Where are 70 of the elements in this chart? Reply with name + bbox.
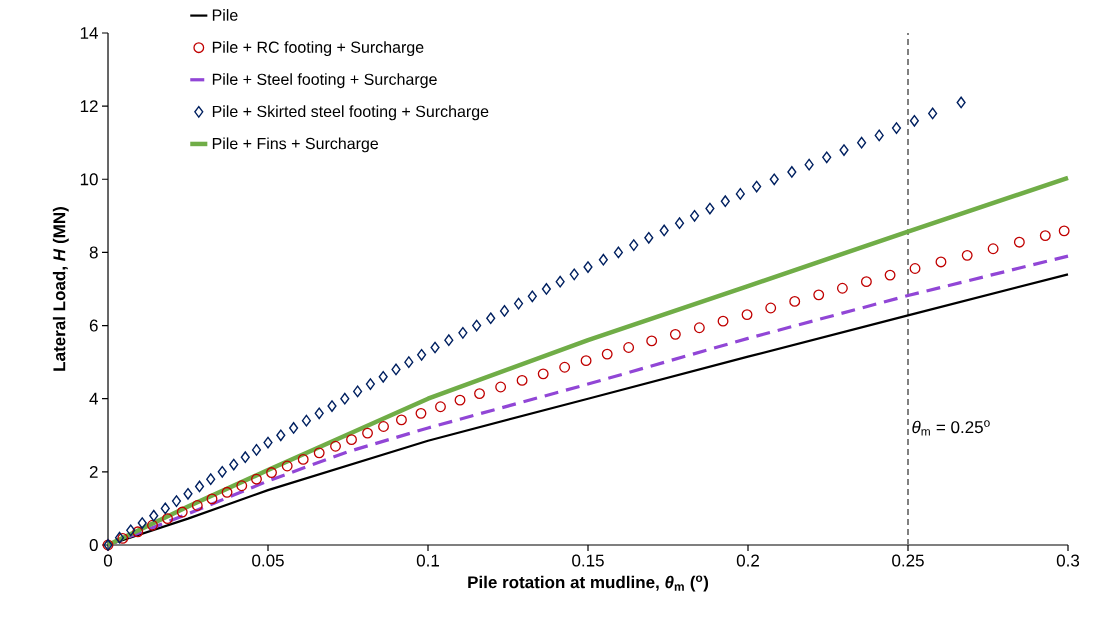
point (162, 513, 173, 525)
point (495, 381, 507, 393)
y-tick-label: 10 (80, 173, 98, 186)
legend-label: Pile + Steel footing + Surcharge (212, 73, 437, 89)
x-tick-label: 0.15 (572, 554, 604, 567)
point (378, 421, 389, 432)
point (601, 348, 613, 360)
x-tick-label: 0.3 (1056, 554, 1080, 567)
point (884, 269, 896, 281)
point (330, 440, 341, 452)
point (987, 243, 999, 255)
y-tick-label: 12 (80, 100, 98, 113)
point (935, 256, 947, 268)
ref-line-label: θ$_{m}$ = 0.25$^{o}$ (912, 420, 990, 436)
point (693, 322, 705, 334)
point (717, 315, 729, 327)
point (1013, 236, 1025, 248)
point (789, 295, 801, 307)
point (559, 361, 571, 373)
point (346, 434, 357, 446)
x-axis-title: Pile rotation at mudline, θ$_{m}$ ($^{o}$) (468, 575, 709, 592)
x-tick-label: 0.1 (416, 554, 439, 567)
point (765, 302, 777, 314)
x-tick-label: 0 (103, 554, 113, 567)
x-tick-label: 0.05 (252, 554, 284, 567)
point (516, 374, 528, 386)
y-tick-label: 8 (89, 246, 98, 259)
point (266, 467, 277, 479)
legend-label: Pile + Skirted steel footing + Surcharge (212, 105, 489, 121)
point (909, 263, 921, 274)
point (236, 480, 248, 492)
y-tick-label: 14 (80, 27, 98, 39)
point (147, 519, 158, 531)
point (281, 460, 293, 472)
legend-label: Pile + RC footing + Surcharge (212, 41, 424, 57)
point (454, 394, 466, 406)
point (580, 355, 592, 367)
point (1039, 230, 1051, 242)
legend-label: Pile (212, 9, 238, 21)
point (415, 407, 427, 419)
point (176, 506, 188, 518)
point (1058, 225, 1070, 237)
point (395, 414, 407, 426)
y-tick-label: 0 (89, 538, 98, 552)
point (297, 453, 309, 465)
y-tick-label: 2 (89, 465, 98, 478)
x-tick-label: 0.2 (736, 554, 759, 567)
point (206, 493, 218, 505)
point (623, 342, 635, 353)
point (961, 249, 973, 261)
x-tick-label: 0.25 (892, 554, 924, 567)
point (537, 368, 549, 380)
y-tick-label: 4 (89, 392, 98, 405)
point (251, 473, 262, 485)
point (646, 335, 658, 347)
point (191, 500, 203, 511)
point (313, 447, 325, 459)
point (117, 532, 129, 544)
point (836, 282, 848, 294)
point (474, 388, 485, 400)
point (221, 486, 233, 498)
y-tick-label: 6 (89, 319, 98, 332)
point (362, 427, 373, 439)
legend-label: Pile + Fins + Surcharge (212, 137, 379, 153)
point (741, 309, 753, 321)
point (669, 328, 681, 340)
point (435, 401, 446, 413)
point (860, 276, 872, 288)
y-axis-title: Lateral Load, H (MN) (52, 207, 69, 371)
point (813, 289, 825, 301)
